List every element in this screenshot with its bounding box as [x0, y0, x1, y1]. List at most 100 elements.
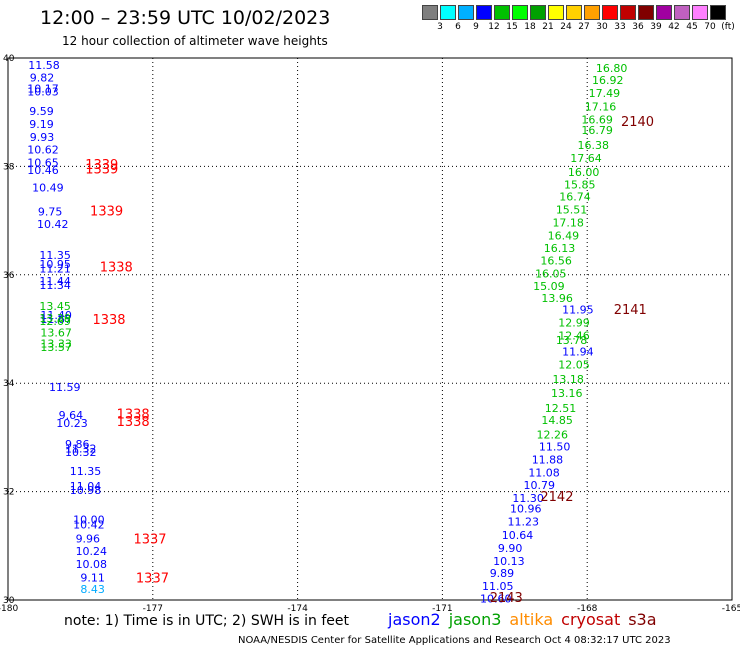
- wave-height-label: 9.93: [30, 131, 55, 144]
- color-scale-tick: 70: [704, 22, 716, 32]
- wave-height-label: 10.62: [27, 143, 59, 156]
- wave-height-label: 13.67: [40, 327, 72, 340]
- x-tick-label: -174: [287, 604, 308, 614]
- chart-title: 12:00 – 23:59 UTC 10/02/2023: [40, 7, 331, 29]
- legend-entry: altika: [509, 610, 554, 629]
- color-swatch: [584, 5, 600, 20]
- footer-note: note: 1) Time is in UTC; 2) SWH is in fe…: [64, 613, 350, 629]
- color-swatch: [692, 5, 708, 20]
- wave-height-label: 10.79: [523, 479, 555, 492]
- wave-height-label: 9.75: [38, 206, 63, 219]
- pass-time-label: 1337: [136, 572, 169, 587]
- pass-time-label: 2141: [614, 303, 647, 318]
- wave-height-label: 10.60: [480, 593, 512, 606]
- y-tick-label: 36: [3, 271, 15, 281]
- color-swatch: [476, 5, 492, 20]
- y-tick-label: 32: [3, 488, 14, 498]
- pass-time-label: 1339: [85, 158, 118, 173]
- pass-time-label: 1338: [100, 261, 133, 276]
- color-scale-tick: 21: [542, 22, 554, 32]
- color-scale-tick: 6: [455, 22, 461, 32]
- wave-height-label: 11.35: [39, 249, 71, 262]
- wave-height-label: 11.58: [28, 59, 60, 72]
- wave-height-label: 15.51: [556, 204, 588, 217]
- wave-height-label: 8.43: [80, 583, 105, 596]
- wave-height-label: 16.49: [548, 230, 580, 243]
- wave-height-label: 11.88: [532, 453, 564, 466]
- wave-height-label: 16.79: [581, 124, 613, 137]
- color-scale-tick: 36: [632, 22, 644, 32]
- color-scale-tick: 3: [437, 22, 443, 32]
- wave-height-label: 11.95: [562, 303, 594, 316]
- color-swatch: [458, 5, 474, 20]
- legend-entry: s3a: [628, 610, 657, 629]
- wave-height-label: 17.49: [589, 87, 621, 100]
- wave-height-label: 12.69: [39, 315, 71, 328]
- wave-height-label: 13.45: [39, 300, 71, 313]
- color-swatch: [638, 5, 654, 20]
- wave-height-label: 10.03: [27, 85, 59, 98]
- color-scale-tick: 15: [506, 22, 518, 32]
- color-scale-tick: 27: [578, 22, 590, 32]
- wave-height-label: 10.23: [56, 417, 87, 430]
- wave-height-label: 17.64: [570, 152, 602, 165]
- wave-height-label: 10.49: [32, 181, 64, 194]
- wave-height-label: 16.56: [540, 255, 572, 268]
- wave-height-label: 11.67: [40, 313, 72, 326]
- wave-height-label: 9.90: [498, 542, 523, 555]
- pass-time-label: 1338: [92, 313, 125, 328]
- wave-height-label: 9.82: [30, 71, 55, 84]
- color-swatch: [710, 5, 726, 20]
- wave-height-label: 12.05: [558, 359, 590, 372]
- wave-height-label: 17.16: [585, 101, 617, 114]
- color-scale-tick: 39: [650, 22, 662, 32]
- wave-height-label: 11.04: [70, 480, 102, 493]
- wave-height-label: 10.65: [27, 156, 59, 169]
- x-tick-label: -165: [722, 604, 740, 614]
- wave-height-label: 12.99: [558, 316, 590, 329]
- wave-height-label: 10.17: [27, 83, 59, 96]
- x-tick-label: -180: [0, 604, 18, 614]
- x-tick-label: -168: [577, 604, 598, 614]
- wave-height-label: 12.51: [545, 402, 577, 415]
- wave-height-label: 16.69: [581, 114, 613, 127]
- x-tick-label: -177: [143, 604, 163, 614]
- wave-height-label: 13.57: [40, 341, 72, 354]
- pass-time-label: 1338: [117, 415, 150, 430]
- wave-height-label: 9.59: [29, 105, 54, 118]
- wave-height-label: 10.46: [27, 164, 59, 177]
- wave-height-label: 16.13: [544, 242, 576, 255]
- wave-height-label: 11.32: [65, 443, 97, 456]
- pass-time-label: 1338: [117, 407, 150, 422]
- wave-height-label: 10.42: [37, 218, 69, 231]
- color-scale-tick: (ft): [721, 22, 735, 32]
- wave-height-label: 9.86: [65, 438, 90, 451]
- pass-time-label: 2143: [490, 591, 523, 606]
- satellite-legend: jason2 jason3 altika cryosat s3a: [388, 610, 665, 629]
- wave-height-label: 15.85: [564, 179, 596, 192]
- wave-height-label: 11.30: [512, 492, 544, 505]
- wave-height-label: 9.89: [490, 567, 514, 580]
- color-scale-tick: 9: [473, 22, 479, 32]
- wave-height-label: 13.18: [552, 373, 584, 386]
- color-swatch: [602, 5, 618, 20]
- wave-height-label: 12.26: [537, 428, 569, 441]
- wave-height-label: 10.42: [73, 518, 105, 531]
- pass-time-label: 2142: [540, 490, 573, 505]
- color-swatch: [494, 5, 510, 20]
- wave-height-label: 16.74: [559, 191, 591, 204]
- wave-height-label: 11.05: [482, 580, 513, 593]
- wave-height-label: 10.00: [73, 514, 105, 527]
- wave-height-label: 10.08: [76, 558, 108, 571]
- y-tick-label: 30: [3, 596, 15, 606]
- color-swatch: [512, 5, 528, 20]
- wave-height-label: 11.23: [508, 516, 540, 529]
- wave-height-label: 17.18: [552, 217, 584, 230]
- wave-height-label: 15.09: [533, 280, 565, 293]
- y-tick-label: 38: [3, 162, 15, 172]
- wave-height-label: 10.95: [39, 258, 71, 271]
- color-swatch: [422, 5, 438, 20]
- color-scale-tick: 30: [596, 22, 608, 32]
- color-scale-tick: 45: [686, 22, 698, 32]
